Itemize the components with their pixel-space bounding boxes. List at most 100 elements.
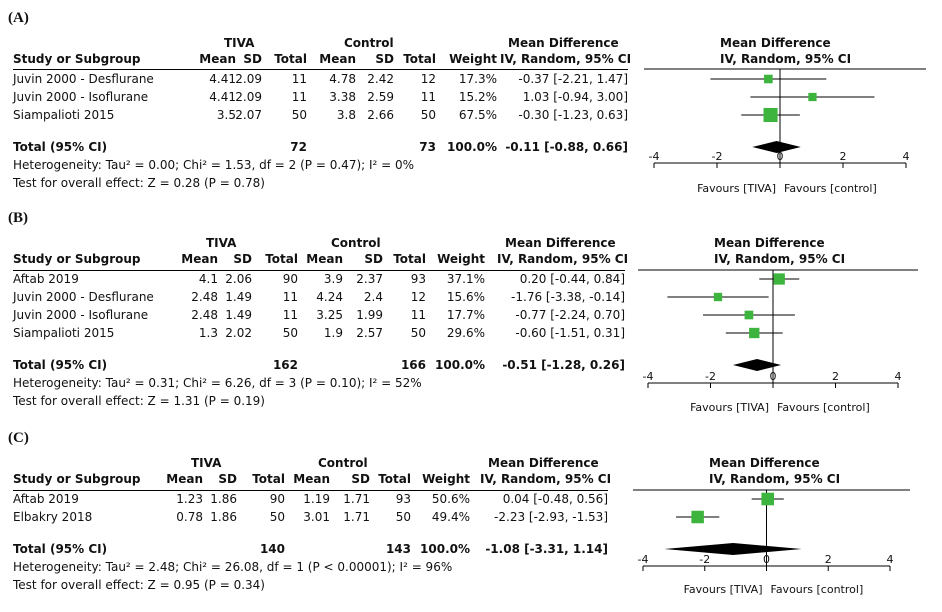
cell-w: 49.4%	[431, 510, 470, 524]
cell-m2: 4.78	[329, 72, 356, 86]
col-header: Total	[403, 52, 436, 66]
forest-panel: (A) TIVA Control Mean Difference Study or Su…	[0, 4, 942, 200]
cell-n2: 12	[420, 72, 436, 86]
plot-header: Mean Difference	[720, 36, 831, 50]
total-n1: 140	[259, 542, 285, 556]
total-label: Total (95% CI)	[13, 542, 108, 556]
col-header: Mean	[181, 252, 218, 266]
favours-left-label: Favours [TIVA]	[684, 583, 763, 596]
forest-plot-svg: -4 -2 0 2 4 Favours [TIVA] Favours [control]	[644, 68, 926, 195]
cell-sd2: 2.42	[367, 72, 394, 86]
x-tick-label: -4	[649, 150, 660, 163]
col-header-ci: IV, Random, 95% CI	[500, 52, 632, 66]
cell-w: 15.6%	[446, 290, 485, 304]
pooled-diamond	[664, 543, 802, 555]
overall-effect-text: Test for overall effect: Z = 1.31 (P = 0…	[13, 394, 265, 408]
x-tick-label: -2	[712, 150, 723, 163]
col-header: Mean	[319, 52, 356, 66]
pooled-diamond	[733, 359, 782, 371]
study-marker	[749, 327, 760, 339]
x-tick-label: -4	[643, 370, 654, 383]
cell-n2: 12	[410, 290, 426, 304]
study-name: Siampalioti 2015	[13, 108, 115, 122]
favours-right-label: Favours [control]	[784, 182, 877, 195]
cell-m1: 4.1	[198, 272, 218, 286]
study-marker	[713, 292, 723, 302]
effect-header: Mean Difference	[508, 36, 619, 50]
cell-w: 17.3%	[458, 72, 497, 86]
cell-sd2: 2.57	[356, 326, 383, 340]
col-header: Total	[265, 252, 298, 266]
cell-n1: 11	[282, 290, 298, 304]
col-header-ci: IV, Random, 95% CI	[497, 252, 629, 266]
cell-n2: 50	[410, 326, 426, 340]
cell-sd1: 1.86	[210, 492, 237, 506]
table-header-rule	[13, 69, 628, 70]
study-name: Aftab 2019	[13, 492, 79, 506]
col-header-study: Study or Subgroup	[13, 52, 141, 66]
heterogeneity-text: Heterogeneity: Tau² = 2.48; Chi² = 26.08…	[13, 560, 453, 574]
group2-header: Control	[331, 236, 381, 250]
cell-m2: 3.25	[316, 308, 343, 322]
study-name: Juvin 2000 - Isoflurane	[13, 90, 149, 104]
cell-sd1: 1.49	[225, 308, 252, 322]
study-name: Aftab 2019	[13, 272, 79, 286]
study-marker	[691, 510, 704, 524]
cell-m1: 1.3	[198, 326, 218, 340]
cell-m2: 1.19	[303, 492, 330, 506]
total-weight: 100.0%	[447, 140, 497, 154]
col-header: SD	[243, 52, 262, 66]
col-header: Mean	[166, 472, 203, 486]
cell-n1: 50	[291, 108, 307, 122]
group1-header: TIVA	[224, 36, 255, 50]
study-marker	[761, 492, 775, 506]
favours-left-label: Favours [TIVA]	[690, 401, 769, 414]
cell-n1: 90	[269, 492, 285, 506]
forest-plot-svg: -4 -2 0 2 4 Favours [TIVA] Favours [control]	[633, 489, 910, 596]
cell-n1: 11	[291, 72, 307, 86]
group2-header: Control	[318, 456, 368, 470]
cell-m2: 1.9	[323, 326, 343, 340]
col-header: Total	[393, 252, 426, 266]
study-name: Juvin 2000 - Isoflurane	[13, 308, 149, 322]
cell-m1: 2.48	[191, 308, 218, 322]
cell-m1: 4.41	[209, 90, 236, 104]
cell-ci: 0.04 [-0.48, 0.56]	[502, 492, 608, 506]
x-tick-label: 2	[840, 150, 847, 163]
x-tick-label: -2	[705, 370, 716, 383]
col-header: Total	[378, 472, 411, 486]
study-marker	[808, 92, 817, 102]
cell-sd2: 2.4	[363, 290, 383, 304]
cell-ci: -0.77 [-2.24, 0.70]	[515, 308, 625, 322]
cell-ci: -0.37 [-2.21, 1.47]	[518, 72, 628, 86]
total-n1: 162	[272, 358, 298, 372]
overall-effect-text: Test for overall effect: Z = 0.28 (P = 0…	[13, 176, 265, 190]
col-header: Mean	[306, 252, 343, 266]
cell-w: 17.7%	[446, 308, 485, 322]
cell-sd2: 2.37	[356, 272, 383, 286]
cell-m1: 3.5	[216, 108, 236, 122]
study-marker	[764, 74, 773, 84]
cell-m2: 3.9	[323, 272, 343, 286]
cell-ci: -1.76 [-3.38, -0.14]	[511, 290, 625, 304]
cell-ci: -0.60 [-1.51, 0.31]	[515, 326, 625, 340]
cell-w: 29.6%	[446, 326, 485, 340]
group2-header: Control	[344, 36, 394, 50]
group1-header: TIVA	[191, 456, 222, 470]
col-header: SD	[351, 472, 370, 486]
heterogeneity-text: Heterogeneity: Tau² = 0.31; Chi² = 6.26,…	[13, 376, 422, 390]
x-tick-label: -4	[638, 553, 649, 566]
cell-ci: 0.20 [-0.44, 0.84]	[519, 272, 625, 286]
panel-label: (B)	[8, 210, 28, 226]
cell-w: 50.6%	[431, 492, 470, 506]
cell-n2: 93	[395, 492, 411, 506]
effect-header: Mean Difference	[488, 456, 599, 470]
effect-header: Mean Difference	[505, 236, 616, 250]
col-header: SD	[233, 252, 252, 266]
x-tick-label: 2	[832, 370, 839, 383]
x-tick-label: 0	[777, 150, 784, 163]
study-marker	[773, 273, 785, 285]
cell-sd1: 2.07	[235, 108, 262, 122]
panel-label: (C)	[8, 430, 29, 446]
col-header: Weight	[422, 472, 470, 486]
